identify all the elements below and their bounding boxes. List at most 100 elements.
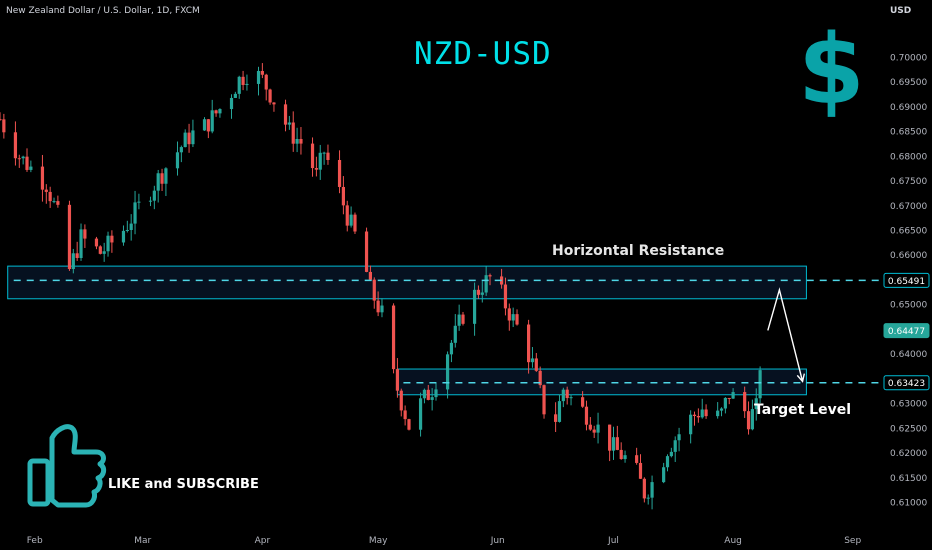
candle-body — [156, 173, 160, 191]
candle-body — [218, 109, 222, 114]
candle-body — [646, 497, 650, 499]
resistance-label: Horizontal Resistance — [552, 243, 725, 259]
candle-body — [434, 389, 438, 398]
candle-body — [391, 305, 396, 370]
current-price-tag-box — [883, 323, 930, 339]
candle-body — [380, 305, 384, 313]
target-price-tag: 0.63423 — [888, 379, 925, 389]
candle-body — [503, 284, 508, 309]
candle-body — [121, 230, 126, 243]
candle-body — [98, 246, 102, 254]
candle-body — [534, 358, 538, 371]
candle-body — [310, 143, 315, 169]
candle-body — [56, 201, 60, 205]
candle-body — [13, 132, 18, 159]
resistance-price-tag-box — [883, 272, 930, 288]
candle-body — [638, 462, 643, 479]
candle-body — [102, 251, 106, 254]
candle-body — [527, 324, 531, 363]
candle-body — [615, 437, 619, 450]
y-tick-label: 0.62500 — [890, 424, 927, 434]
lines-layer — [13, 279, 880, 384]
candle-body — [608, 424, 612, 451]
candle-body — [48, 191, 52, 202]
candle-body — [175, 152, 180, 169]
candle-body — [202, 119, 207, 131]
y-tick-label: 0.63000 — [890, 400, 927, 410]
candle-body — [426, 389, 430, 400]
like-subscribe-text[interactable]: LIKE and SUBSCRIBE — [108, 477, 259, 492]
y-tick-label: 0.64000 — [890, 350, 927, 360]
candle-body — [245, 83, 249, 85]
candle-body — [295, 138, 299, 144]
candle-body — [283, 104, 288, 125]
candle-body — [592, 429, 596, 433]
candle-body — [160, 173, 164, 184]
candle-body — [476, 289, 481, 295]
candle-body — [256, 70, 261, 84]
resistance-price-tag: 0.65491 — [888, 277, 925, 287]
candle-body — [399, 390, 403, 411]
candle-body — [430, 397, 434, 400]
x-tick-label: Apr — [255, 536, 271, 546]
candle-body — [164, 168, 168, 184]
candle-body — [530, 358, 535, 363]
candles-layer — [0, 63, 762, 510]
candle-body — [287, 122, 291, 125]
candle-body — [453, 325, 457, 343]
candle-body — [484, 275, 488, 293]
candle-body — [349, 214, 353, 226]
candle-body — [511, 314, 515, 321]
candle-body — [665, 456, 670, 468]
candle-body — [52, 201, 56, 203]
candle-body — [17, 158, 21, 160]
candle-body — [669, 451, 673, 457]
candle-body — [596, 424, 600, 433]
candle-body — [445, 354, 450, 390]
projection-arrowhead — [796, 373, 806, 383]
target-label: Target Level — [754, 402, 852, 418]
dollar-icon: $ — [798, 14, 865, 126]
resistance-zone — [7, 265, 807, 300]
candle-body — [650, 482, 654, 498]
candle-body — [148, 200, 153, 202]
candle-body — [565, 389, 569, 399]
candle-body — [561, 389, 565, 402]
candle-body — [554, 414, 558, 422]
candle-body — [40, 166, 45, 190]
candle-body — [372, 279, 376, 301]
candle-body — [472, 289, 477, 324]
candle-body — [557, 401, 562, 422]
candle-body — [179, 147, 183, 153]
y-tick-label: 0.68000 — [890, 152, 927, 162]
candle-body — [515, 314, 519, 325]
candle-body — [241, 76, 245, 85]
candle-body — [110, 235, 114, 243]
candle-body — [584, 406, 589, 425]
candle-body — [210, 110, 214, 132]
candle-body — [191, 130, 195, 145]
candle-body — [588, 424, 592, 430]
pair-title: NZD-USD — [414, 36, 552, 72]
candle-body — [214, 110, 218, 114]
candle-body — [673, 440, 677, 452]
candle-body — [129, 223, 133, 230]
candle-body — [746, 411, 751, 430]
candle-body — [480, 292, 484, 295]
candle-body — [723, 397, 727, 409]
y-tick-label: 0.67500 — [890, 177, 927, 187]
thumbs-up-icon — [27, 424, 107, 508]
time-axis: Feb Mar Apr May Jun Jul Aug Sep — [27, 536, 862, 546]
candle-body — [623, 455, 627, 460]
y-tick-label: 0.67000 — [890, 202, 927, 212]
candle-body — [299, 138, 303, 144]
x-tick-label: Sep — [844, 536, 861, 546]
candle-body — [642, 478, 646, 499]
candle-body — [71, 253, 75, 270]
candle-body — [44, 189, 48, 192]
target-zone — [396, 368, 807, 396]
candle-body — [662, 467, 666, 483]
candle-body — [21, 156, 25, 159]
